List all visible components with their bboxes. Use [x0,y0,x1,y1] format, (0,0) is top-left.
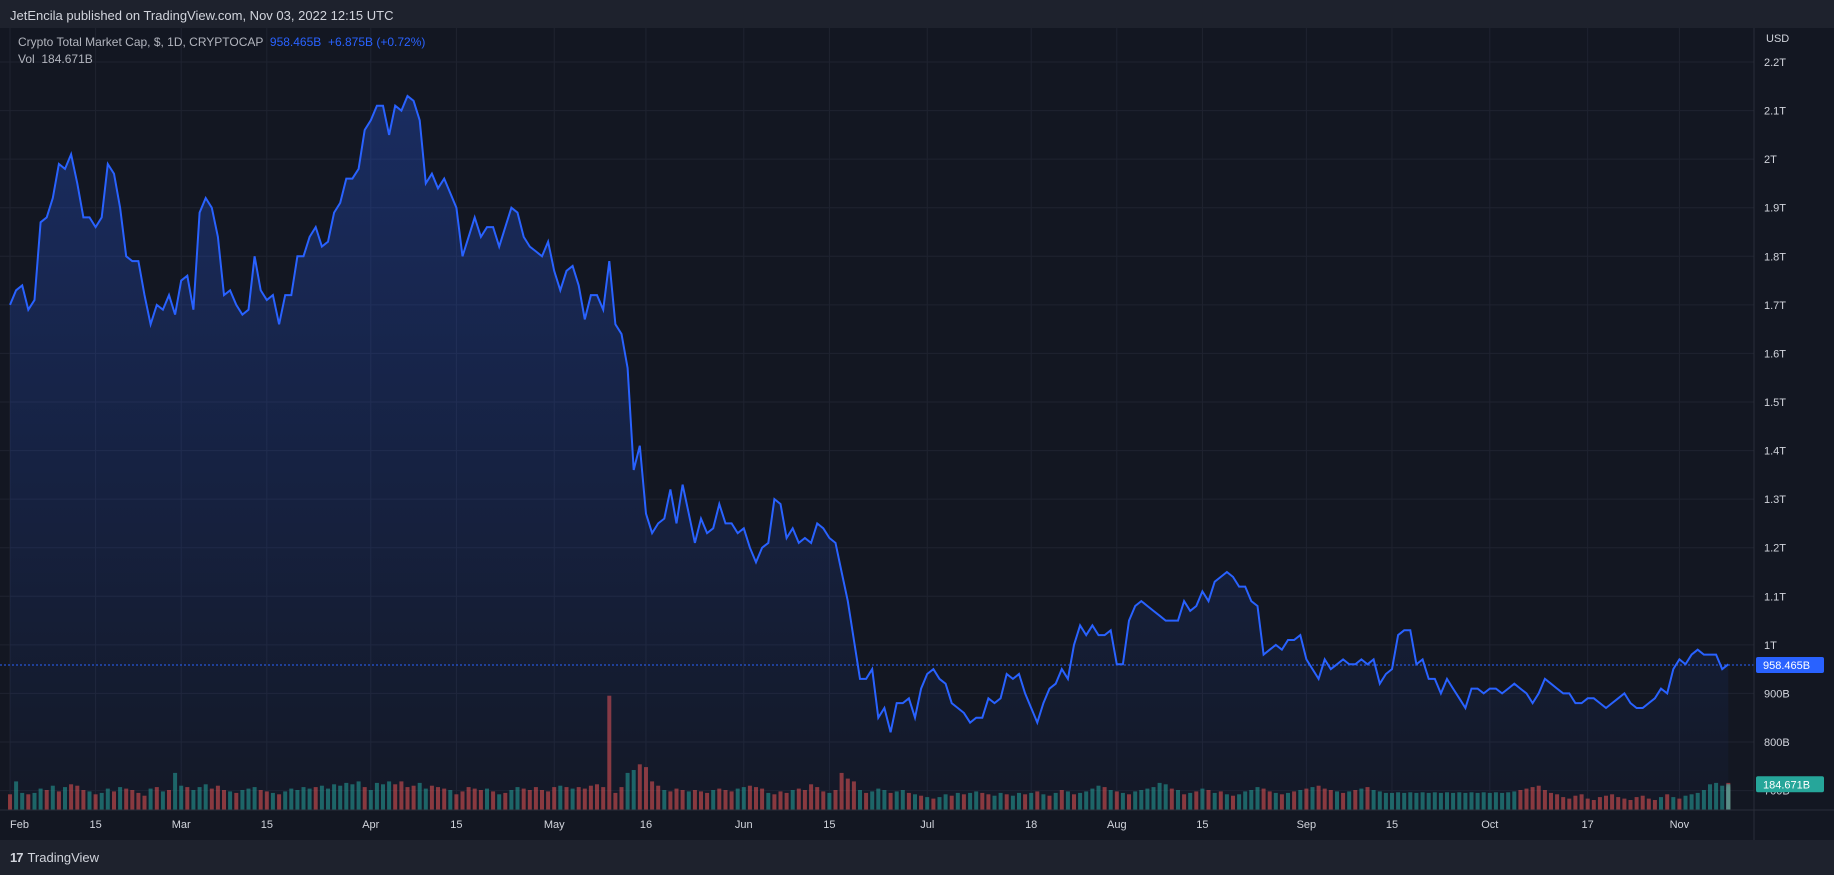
x-tick-label: 15 [1386,819,1398,831]
volume-tag: 184.671B [1756,776,1824,793]
y-tick-label: 2.2T [1764,57,1786,69]
y-tick-label: 1.9T [1764,203,1786,215]
x-tick-label: Jun [735,819,753,831]
time-scale[interactable]: Feb 15 Mar 15 Apr 15 May 16 Jun 15 Jul 18 Aug 15 Sep 15… [10,819,1690,831]
brand-name: TradingView [27,850,100,865]
price-line [9,94,1729,733]
x-tick-label: 15 [823,819,835,831]
y-tick-label: 1.6T [1764,348,1786,360]
legend-price: 958.465B [269,35,322,49]
x-tick-label: 18 [1025,819,1037,831]
price-chart[interactable]: 700B800B900B1T1.1T1.2T1.3T1.4T1.5T1.6T1.… [0,28,1834,840]
y-tick-label: 1.5T [1764,397,1786,409]
price-area-fill [10,96,1729,810]
x-tick-label: Oct [1481,819,1498,831]
volume-value: 184.671B [41,52,93,66]
footer: 17 TradingView [0,840,1834,875]
y-tick-label: 1T [1764,640,1777,652]
x-tick-label: 17 [1582,819,1594,831]
x-tick-label: Nov [1670,819,1690,831]
y-tick-label: 1.4T [1764,446,1786,458]
published-caption: JetEncila published on TradingView.com, … [10,8,394,23]
x-tick-label: Sep [1297,819,1317,831]
x-tick-label: Apr [362,819,379,831]
tradingview-brand[interactable]: 17 TradingView [10,850,99,865]
last-price-tag: 958.465B [1756,657,1824,674]
x-tick-label: 15 [450,819,462,831]
currency-label: USD [1766,33,1789,45]
x-tick-label: 15 [1196,819,1208,831]
x-tick-label: May [544,819,565,831]
symbol-legend[interactable]: Crypto Total Market Cap, $, 1D, CRYPTOCA… [18,35,425,49]
y-tick-label: 1.1T [1764,591,1786,603]
top-bar: JetEncila published on TradingView.com, … [0,0,1834,28]
y-tick-label: 1.3T [1764,494,1786,506]
x-tick-label: Jul [920,819,934,831]
y-tick-label: 1.8T [1764,251,1786,263]
tradingview-logo-icon: 17 [10,850,24,865]
volume-legend[interactable]: Vol 184.671B [18,52,93,66]
last-price-tag-text: 958.465B [1763,660,1810,672]
x-tick-label: 15 [89,819,101,831]
y-tick-label: 900B [1764,688,1790,700]
y-tick-label: 1.7T [1764,300,1786,312]
y-tick-label: 2T [1764,154,1777,166]
y-tick-label: 1.2T [1764,543,1786,555]
x-tick-label: 15 [261,819,273,831]
x-tick-label: 16 [640,819,652,831]
x-tick-label: Aug [1107,819,1127,831]
x-tick-label: Feb [10,819,29,831]
x-tick-label: Mar [172,819,191,831]
y-tick-label: 2.1T [1764,106,1786,118]
symbol-title: Crypto Total Market Cap, $, 1D, CRYPTOCA… [18,35,264,49]
price-scale-background [1754,28,1834,840]
volume-tag-text: 184.671B [1763,779,1810,791]
volume-label: Vol [18,52,35,66]
chart-area[interactable]: 700B800B900B1T1.1T1.2T1.3T1.4T1.5T1.6T1.… [0,28,1834,840]
legend-change: +6.875B (+0.72%) [327,35,426,49]
y-tick-label: 800B [1764,737,1790,749]
